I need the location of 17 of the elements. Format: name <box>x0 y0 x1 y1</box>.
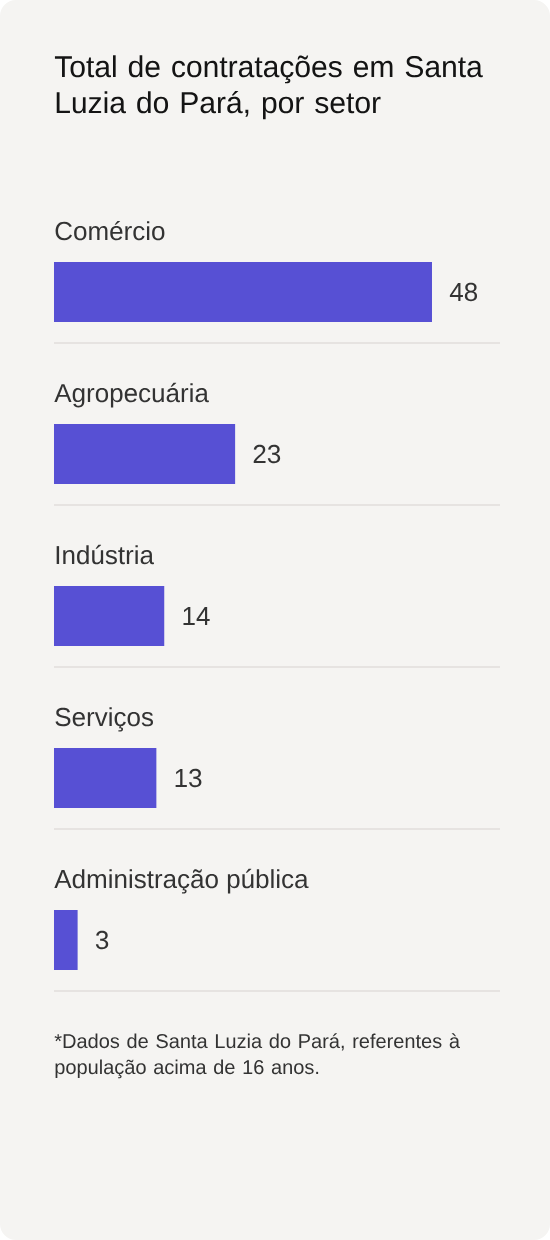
data-label: 23 <box>253 444 281 464</box>
bar <box>54 262 432 323</box>
bar <box>54 748 157 808</box>
y-tick-label: Agropecuária <box>54 382 209 408</box>
y-tick-label: Serviços <box>55 707 154 732</box>
text: *Dados de Santa Luzia do Pará, referentes à população acima de 16 anos. <box>54 1033 460 1079</box>
y-tick-label: Administração pública <box>54 868 309 894</box>
data-label: 14 <box>183 607 210 625</box>
bar <box>54 424 236 485</box>
data-label: 13 <box>175 768 202 788</box>
y-tick-label: Indústria <box>56 544 154 565</box>
bar <box>54 586 165 646</box>
chart-title: Total de contratações em Santa Luzia do Pará, por setor <box>54 55 483 120</box>
y-tick-label: Comércio <box>55 220 165 241</box>
bar <box>54 910 78 970</box>
data-label: 3 <box>95 930 109 950</box>
data-label: 48 <box>449 282 478 302</box>
